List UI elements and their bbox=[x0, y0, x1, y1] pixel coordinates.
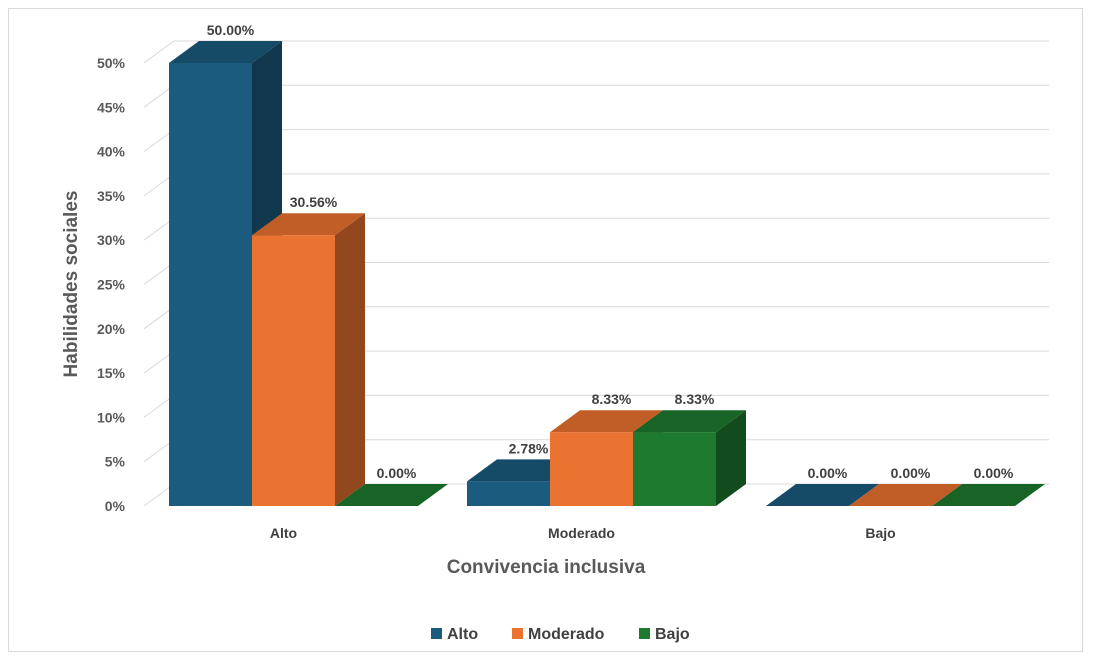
y-tick-label: 0% bbox=[105, 498, 126, 514]
legend-label: Bajo bbox=[655, 626, 690, 643]
data-label: 8.33% bbox=[592, 391, 632, 407]
legend-item-alto: Alto bbox=[431, 626, 478, 643]
legend-swatch bbox=[639, 628, 650, 639]
bar-top bbox=[766, 484, 879, 506]
bar-alto-bajo bbox=[766, 484, 879, 506]
y-tick-label: 30% bbox=[97, 232, 126, 248]
legend-swatch bbox=[431, 628, 442, 639]
x-category-label: Alto bbox=[270, 525, 297, 541]
y-tick-label: 20% bbox=[97, 321, 126, 337]
y-axis-ticks: 0% 5% 10% 15% 20% 25% 30% 35% 40% 45% 50% bbox=[97, 55, 126, 514]
y-axis-title: Habilidades sociales bbox=[61, 191, 82, 378]
bar-top bbox=[849, 484, 962, 506]
chart-frame: 0% 5% 10% 15% 20% 25% 30% 35% 40% 45% 50% 50.00% 30… bbox=[8, 8, 1083, 652]
bar-top bbox=[633, 410, 746, 433]
legend: Alto Moderado Bajo bbox=[431, 626, 690, 643]
bar-top bbox=[169, 41, 282, 63]
y-tick-label: 45% bbox=[97, 99, 126, 115]
x-category-label: Moderado bbox=[548, 525, 615, 541]
data-label: 8.33% bbox=[675, 391, 715, 407]
bar-front bbox=[467, 481, 550, 506]
bar-moderado-bajo bbox=[849, 484, 962, 506]
data-labels: 50.00% 30.56% 0.00% 2.78% 8.33% 8.33% 0.00% 0.0… bbox=[207, 22, 1014, 481]
y-tick-label: 10% bbox=[97, 409, 126, 425]
bar-bajo-bajo bbox=[932, 484, 1045, 506]
y-tick-label: 25% bbox=[97, 277, 126, 293]
y-tick-label: 40% bbox=[97, 144, 126, 160]
bar-top bbox=[932, 484, 1045, 506]
bar-side bbox=[335, 213, 365, 506]
legend-label: Moderado bbox=[528, 626, 605, 643]
bars bbox=[169, 41, 1045, 506]
legend-swatch bbox=[512, 628, 523, 639]
bar-top bbox=[252, 213, 365, 236]
bar-side bbox=[716, 410, 746, 506]
bar-front bbox=[633, 432, 716, 506]
x-category-label: Bajo bbox=[865, 525, 895, 541]
bar-moderado-alto bbox=[252, 213, 365, 506]
bar-front bbox=[252, 235, 335, 506]
data-label: 2.78% bbox=[509, 440, 549, 456]
bar-top bbox=[550, 410, 663, 433]
data-label: 0.00% bbox=[377, 465, 417, 481]
data-label: 0.00% bbox=[808, 465, 848, 481]
legend-item-moderado: Moderado bbox=[512, 626, 605, 643]
bar-front bbox=[169, 63, 252, 506]
legend-item-bajo: Bajo bbox=[639, 626, 690, 643]
gridline bbox=[143, 40, 1049, 64]
bar-bajo-alto bbox=[335, 484, 448, 506]
data-label: 30.56% bbox=[290, 194, 338, 210]
chart-svg: 0% 5% 10% 15% 20% 25% 30% 35% 40% 45% 50% 50.00% 30… bbox=[61, 22, 1049, 643]
bar-bajo-moderado bbox=[633, 410, 746, 506]
legend-label: Alto bbox=[447, 626, 478, 643]
data-label: 0.00% bbox=[974, 465, 1014, 481]
y-tick-label: 35% bbox=[97, 188, 126, 204]
x-axis-title: Convivencia inclusiva bbox=[447, 557, 646, 578]
bar-front bbox=[550, 432, 633, 506]
y-tick-label: 15% bbox=[97, 365, 126, 381]
y-tick-label: 50% bbox=[97, 55, 126, 71]
data-label: 50.00% bbox=[207, 22, 255, 38]
x-axis-categories: Alto Moderado Bajo bbox=[270, 525, 896, 541]
data-label: 0.00% bbox=[891, 465, 931, 481]
bar-top bbox=[335, 484, 448, 506]
y-tick-label: 5% bbox=[105, 454, 126, 470]
